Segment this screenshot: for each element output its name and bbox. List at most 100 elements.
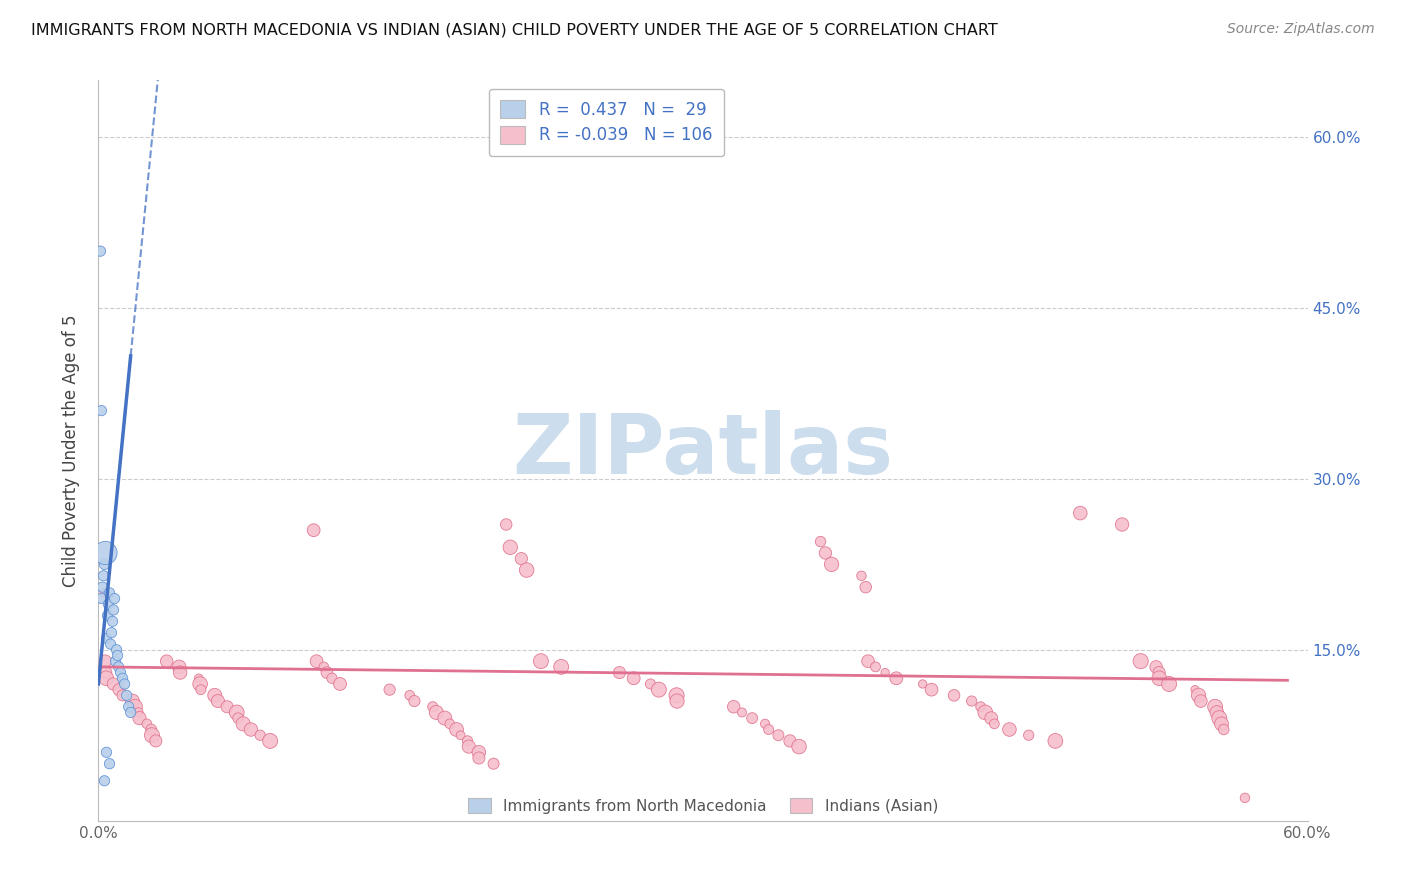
- Point: [856, 654, 879, 668]
- Point: [1149, 671, 1171, 685]
- Point: [259, 734, 281, 748]
- Point: [1211, 716, 1233, 731]
- Point: [666, 694, 689, 708]
- Point: [851, 568, 873, 582]
- Point: [93, 558, 115, 572]
- Point: [104, 654, 127, 668]
- Point: [723, 699, 745, 714]
- Point: [93, 568, 115, 582]
- Point: [103, 591, 125, 606]
- Point: [98, 756, 121, 771]
- Point: [118, 699, 141, 714]
- Legend: Immigrants from North Macedonia, Indians (Asian): Immigrants from North Macedonia, Indians…: [461, 791, 945, 820]
- Y-axis label: Child Poverty Under the Age of 5: Child Poverty Under the Age of 5: [62, 314, 80, 587]
- Point: [998, 723, 1021, 737]
- Point: [1205, 706, 1227, 720]
- Point: [120, 706, 142, 720]
- Point: [316, 665, 339, 680]
- Point: [226, 711, 249, 725]
- Point: [468, 745, 491, 759]
- Point: [128, 711, 150, 725]
- Point: [305, 654, 328, 668]
- Point: [875, 665, 897, 680]
- Point: [188, 677, 211, 691]
- Point: [1129, 654, 1152, 668]
- Point: [187, 671, 209, 685]
- Point: [1208, 711, 1230, 725]
- Point: [207, 694, 229, 708]
- Point: [623, 671, 645, 685]
- Point: [422, 699, 444, 714]
- Point: [156, 654, 179, 668]
- Point: [865, 660, 887, 674]
- Point: [115, 689, 138, 703]
- Point: [121, 694, 143, 708]
- Point: [111, 671, 134, 685]
- Point: [225, 706, 247, 720]
- Point: [814, 546, 837, 560]
- Point: [321, 671, 343, 685]
- Point: [970, 699, 993, 714]
- Point: [96, 632, 118, 646]
- Point: [232, 716, 254, 731]
- Point: [974, 706, 997, 720]
- Point: [398, 689, 420, 703]
- Point: [1045, 734, 1067, 748]
- Point: [510, 551, 533, 566]
- Point: [609, 665, 631, 680]
- Point: [779, 734, 801, 748]
- Point: [90, 591, 112, 606]
- Point: [98, 586, 121, 600]
- Point: [456, 734, 478, 748]
- Point: [93, 586, 115, 600]
- Point: [754, 716, 776, 731]
- Point: [96, 745, 118, 759]
- Point: [302, 523, 325, 537]
- Point: [94, 665, 117, 680]
- Point: [239, 723, 262, 737]
- Point: [787, 739, 810, 754]
- Point: [91, 580, 114, 594]
- Point: [103, 603, 125, 617]
- Point: [114, 677, 136, 691]
- Point: [820, 558, 842, 572]
- Point: [425, 706, 447, 720]
- Point: [457, 739, 479, 754]
- Point: [1187, 689, 1209, 703]
- Point: [124, 699, 146, 714]
- Point: [167, 660, 190, 674]
- Point: [111, 689, 134, 703]
- Point: [169, 665, 191, 680]
- Text: ZIPatlas: ZIPatlas: [513, 410, 893, 491]
- Point: [100, 637, 122, 651]
- Point: [141, 723, 163, 737]
- Point: [107, 648, 129, 663]
- Point: [135, 716, 157, 731]
- Point: [1111, 517, 1133, 532]
- Point: [249, 728, 271, 742]
- Text: IMMIGRANTS FROM NORTH MACEDONIA VS INDIAN (ASIAN) CHILD POVERTY UNDER THE AGE OF: IMMIGRANTS FROM NORTH MACEDONIA VS INDIA…: [31, 22, 998, 37]
- Point: [404, 694, 426, 708]
- Point: [980, 711, 1002, 725]
- Point: [758, 723, 780, 737]
- Point: [108, 682, 131, 697]
- Point: [1212, 723, 1234, 737]
- Text: Source: ZipAtlas.com: Source: ZipAtlas.com: [1227, 22, 1375, 37]
- Point: [89, 244, 111, 259]
- Point: [96, 671, 118, 685]
- Point: [204, 689, 226, 703]
- Point: [468, 751, 491, 765]
- Point: [217, 699, 239, 714]
- Point: [1233, 790, 1256, 805]
- Point: [97, 597, 120, 611]
- Point: [96, 608, 118, 623]
- Point: [768, 728, 790, 742]
- Point: [943, 689, 966, 703]
- Point: [884, 671, 907, 685]
- Point: [93, 773, 115, 788]
- Point: [921, 682, 943, 697]
- Point: [90, 403, 112, 417]
- Point: [145, 734, 167, 748]
- Point: [640, 677, 662, 691]
- Point: [103, 677, 125, 691]
